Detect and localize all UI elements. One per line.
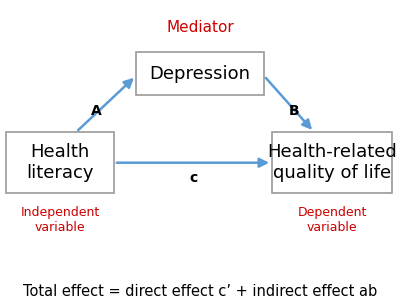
Text: Independent
variable: Independent variable [20,206,100,234]
FancyBboxPatch shape [272,132,392,193]
Text: B: B [289,103,299,118]
Text: Health-related
quality of life: Health-related quality of life [267,143,397,182]
Text: Depression: Depression [150,65,250,83]
Text: Dependent
variable: Dependent variable [297,206,367,234]
Text: A: A [91,103,101,118]
Text: Health
literacy: Health literacy [26,143,94,182]
FancyBboxPatch shape [6,132,114,193]
Text: Total effect = direct effect c’ + indirect effect ab: Total effect = direct effect c’ + indire… [23,284,377,299]
FancyBboxPatch shape [136,52,264,95]
Text: c: c [189,171,197,185]
Text: Mediator: Mediator [166,20,234,35]
